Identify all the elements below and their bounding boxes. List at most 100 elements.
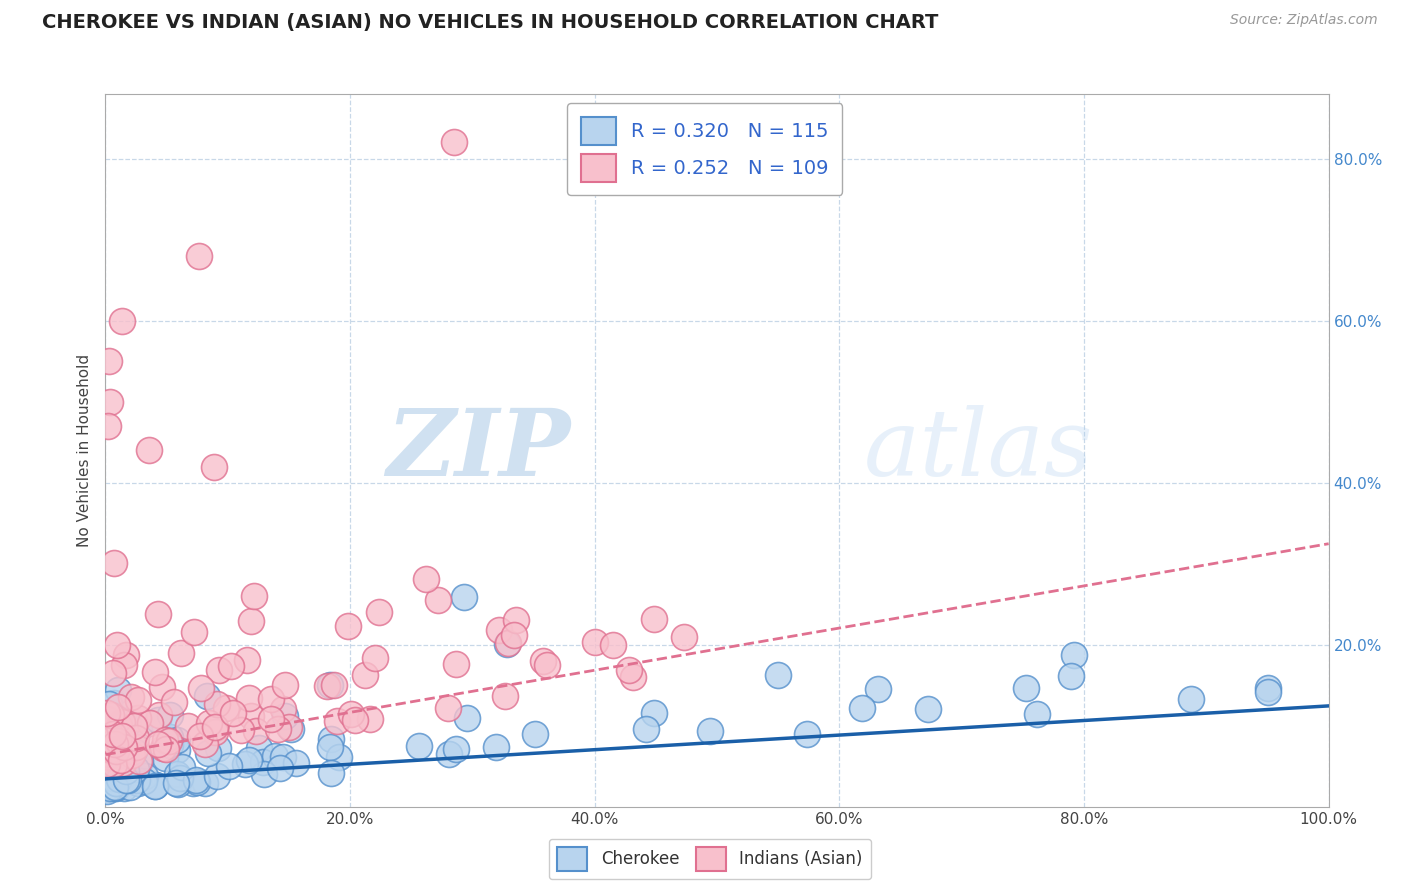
Point <box>107 772 129 786</box>
Point <box>247 741 270 756</box>
Point <box>104 743 127 757</box>
Point <box>266 723 288 737</box>
Y-axis label: No Vehicles in Household: No Vehicles in Household <box>77 354 93 547</box>
Point <box>105 775 128 789</box>
Point <box>1015 681 1038 695</box>
Text: CHEROKEE VS INDIAN (ASIAN) NO VEHICLES IN HOUSEHOLD CORRELATION CHART: CHEROKEE VS INDIAN (ASIAN) NO VEHICLES I… <box>42 13 939 32</box>
Point <box>169 772 191 786</box>
Point <box>359 712 381 726</box>
Point <box>337 619 360 633</box>
Point <box>111 756 134 770</box>
Point <box>145 778 167 792</box>
Point <box>851 701 873 715</box>
Point <box>221 706 243 720</box>
Point <box>634 722 657 736</box>
Point <box>146 713 169 727</box>
Point <box>103 556 125 570</box>
Point <box>1257 681 1279 695</box>
Point <box>124 744 146 758</box>
Point <box>796 727 818 741</box>
Point <box>673 631 696 645</box>
Point <box>166 767 188 781</box>
Point <box>105 638 128 652</box>
Point <box>643 706 665 721</box>
Point <box>100 707 122 722</box>
Point <box>159 738 181 752</box>
Point <box>253 767 276 781</box>
Point <box>1026 707 1049 722</box>
Point <box>498 636 520 650</box>
Point <box>127 692 149 706</box>
Point <box>205 698 228 712</box>
Point <box>111 314 134 328</box>
Point <box>101 771 124 785</box>
Point <box>274 678 297 692</box>
Point <box>233 757 256 772</box>
Point <box>165 775 187 789</box>
Point <box>436 701 458 715</box>
Point <box>496 637 519 651</box>
Point <box>195 690 218 704</box>
Point <box>96 760 118 774</box>
Point <box>112 739 135 754</box>
Point <box>97 760 120 774</box>
Point <box>239 708 262 723</box>
Point <box>112 780 135 795</box>
Point <box>260 713 283 727</box>
Point <box>111 758 134 772</box>
Point <box>339 707 361 722</box>
Point <box>193 737 215 751</box>
Point <box>134 768 156 782</box>
Point <box>326 714 349 728</box>
Point <box>198 716 221 731</box>
Point <box>105 776 128 790</box>
Point <box>194 776 217 790</box>
Point <box>240 615 263 629</box>
Point <box>766 668 789 682</box>
Point <box>485 740 508 755</box>
Point <box>284 756 307 771</box>
Point <box>97 733 120 747</box>
Point <box>231 723 253 738</box>
Point <box>443 136 465 150</box>
Point <box>148 708 170 723</box>
Point <box>868 681 890 696</box>
Point <box>96 757 118 772</box>
Point <box>190 729 212 743</box>
Point <box>159 730 181 744</box>
Point <box>96 766 118 780</box>
Point <box>143 778 166 792</box>
Point <box>108 719 131 733</box>
Point <box>277 720 299 734</box>
Point <box>218 759 240 773</box>
Point <box>245 723 267 738</box>
Point <box>238 753 260 767</box>
Point <box>96 709 118 723</box>
Point <box>104 737 127 751</box>
Point <box>114 764 136 779</box>
Point <box>271 702 294 716</box>
Point <box>439 747 461 762</box>
Point <box>150 680 173 694</box>
Point <box>153 751 176 765</box>
Point <box>456 710 478 724</box>
Point <box>155 742 177 756</box>
Point <box>107 733 129 747</box>
Point <box>120 780 142 795</box>
Point <box>98 729 121 743</box>
Point <box>97 419 120 434</box>
Legend: R = 0.320   N = 115, R = 0.252   N = 109: R = 0.320 N = 115, R = 0.252 N = 109 <box>567 103 842 195</box>
Point <box>127 776 149 790</box>
Point <box>103 666 125 681</box>
Point <box>96 743 118 757</box>
Point <box>243 589 266 603</box>
Point <box>98 759 121 773</box>
Point <box>114 648 136 662</box>
Point <box>260 691 283 706</box>
Point <box>181 776 204 790</box>
Point <box>110 753 132 767</box>
Point <box>125 772 148 787</box>
Point <box>1257 685 1279 699</box>
Point <box>207 741 229 756</box>
Text: Source: ZipAtlas.com: Source: ZipAtlas.com <box>1230 13 1378 28</box>
